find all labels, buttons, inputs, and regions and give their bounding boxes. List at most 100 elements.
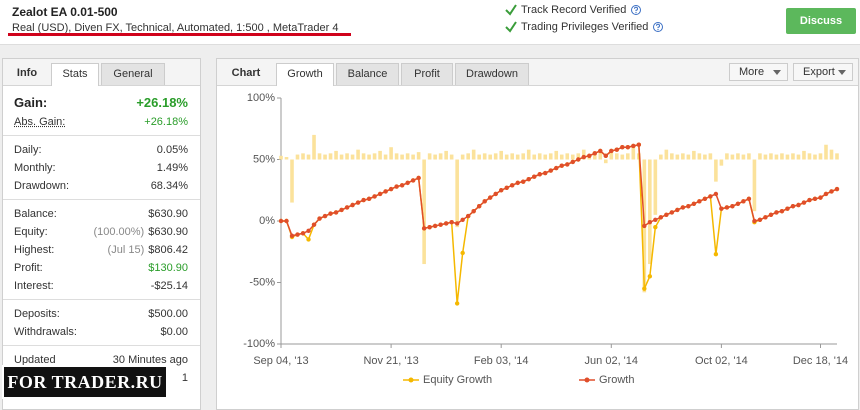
tab-info[interactable]: Info (16, 67, 38, 79)
stat-value: +26.18% (136, 94, 188, 110)
tab-chart: Chart (231, 67, 261, 79)
point (653, 217, 658, 222)
bar (829, 149, 834, 160)
bar (471, 149, 476, 160)
bar (626, 153, 630, 160)
point (366, 196, 372, 202)
bar (477, 154, 481, 160)
point (818, 195, 823, 200)
point (675, 207, 680, 213)
bar (719, 159, 724, 166)
tab-stats[interactable]: Stats (51, 63, 99, 86)
bar (780, 153, 784, 160)
stats-group: Gain: +26.18% Abs. Gain: +26.18% (3, 86, 200, 136)
help-icon[interactable] (652, 21, 664, 33)
stats-row: Daily: 0.05% (3, 141, 200, 159)
x-tick-label: Oct 02, '14 (695, 355, 748, 367)
stat-value: $500.00 (148, 308, 188, 320)
stats-row: Deposits: $500.00 (3, 305, 200, 323)
point (636, 142, 642, 147)
point (779, 208, 785, 214)
verified-text: Trading Privileges Verified (521, 21, 649, 33)
bar (378, 150, 382, 160)
point (708, 194, 713, 199)
stat-label: Daily: (14, 144, 42, 156)
bar (609, 149, 614, 160)
stat-value: 68.34% (150, 180, 188, 192)
stat-label: Highest: (14, 244, 55, 256)
point (427, 224, 432, 230)
point (746, 196, 752, 202)
stats-row: Updated 30 Minutes ago (3, 351, 200, 369)
point (774, 210, 779, 215)
bar (515, 154, 520, 160)
bar (532, 154, 537, 160)
point (763, 215, 768, 220)
bar (581, 149, 586, 160)
point (521, 179, 526, 184)
export-button[interactable]: Export (793, 63, 853, 81)
bar (301, 153, 305, 160)
bar (708, 153, 713, 160)
point (306, 237, 311, 242)
stats-row: Monthly: 1.49% (3, 159, 200, 177)
point (598, 148, 603, 154)
point (510, 183, 515, 188)
point (432, 223, 438, 229)
bar (543, 154, 548, 160)
bar (548, 153, 553, 160)
stat-value: $0.00 (160, 326, 188, 338)
stat-value: 30 Minutes ago (112, 354, 188, 366)
point (350, 202, 355, 208)
bar (730, 154, 735, 160)
check-icon (505, 21, 517, 33)
point (454, 301, 460, 306)
stats-row: Balance: $630.90 (3, 205, 200, 223)
dropdown-arrow (838, 70, 846, 75)
bar (554, 150, 559, 160)
stat-label: Withdrawals: (14, 326, 77, 338)
x-tick-label: Feb 03, '14 (474, 355, 529, 367)
point (642, 223, 647, 229)
point (554, 165, 559, 171)
tab-balance[interactable]: Balance (336, 63, 399, 85)
bar (670, 153, 674, 160)
info-panel: Info Stats General Gain: +26.18% Abs. Gain… (2, 58, 201, 410)
point (680, 205, 686, 210)
help-icon[interactable] (630, 4, 642, 16)
point (476, 204, 482, 209)
chart-tabs: Chart Growth Balance Profit Drawdown Mor… (217, 59, 858, 86)
stat-label: Balance: (14, 208, 57, 220)
point (532, 174, 537, 179)
bar (559, 154, 564, 160)
bar (774, 154, 779, 160)
legend-label[interactable]: Growth (599, 374, 634, 386)
more-button[interactable]: More (729, 63, 788, 81)
bar (835, 153, 839, 160)
stats-row: Equity: (100.00%) $630.90 (3, 223, 200, 241)
discuss-button[interactable]: Discuss (786, 8, 856, 34)
stats-group: Daily: 0.05% Monthly: 1.49% Drawdown: 68.34% (3, 136, 200, 200)
header: Zealot EA 0.01-500 Real (USD), Diven FX,… (0, 0, 860, 45)
chart-panel: Chart Growth Balance Profit Drawdown Mor… (216, 58, 859, 410)
tab-drawdown[interactable]: Drawdown (455, 63, 529, 85)
bar (367, 154, 371, 160)
verified-item: Trading Privileges Verified (505, 21, 664, 33)
stats-group: Balance: $630.90 Equity: (100.00%) $630.90 Hi… (3, 200, 200, 300)
tab-growth[interactable]: Growth (276, 63, 334, 86)
point (752, 218, 757, 224)
x-tick-label: Sep 04, '13 (253, 355, 308, 367)
point (603, 153, 608, 159)
bar (796, 154, 801, 160)
point (300, 231, 306, 236)
point (702, 196, 708, 202)
legend-label[interactable]: Equity Growth (423, 374, 492, 386)
bar (802, 150, 806, 160)
tab-profit[interactable]: Profit (401, 63, 453, 85)
x-tick-label: Dec 18, '14 (793, 355, 848, 367)
point (493, 191, 498, 197)
tab-general[interactable]: General (101, 63, 165, 85)
point (383, 189, 388, 194)
point (421, 226, 427, 231)
bar (565, 153, 570, 160)
